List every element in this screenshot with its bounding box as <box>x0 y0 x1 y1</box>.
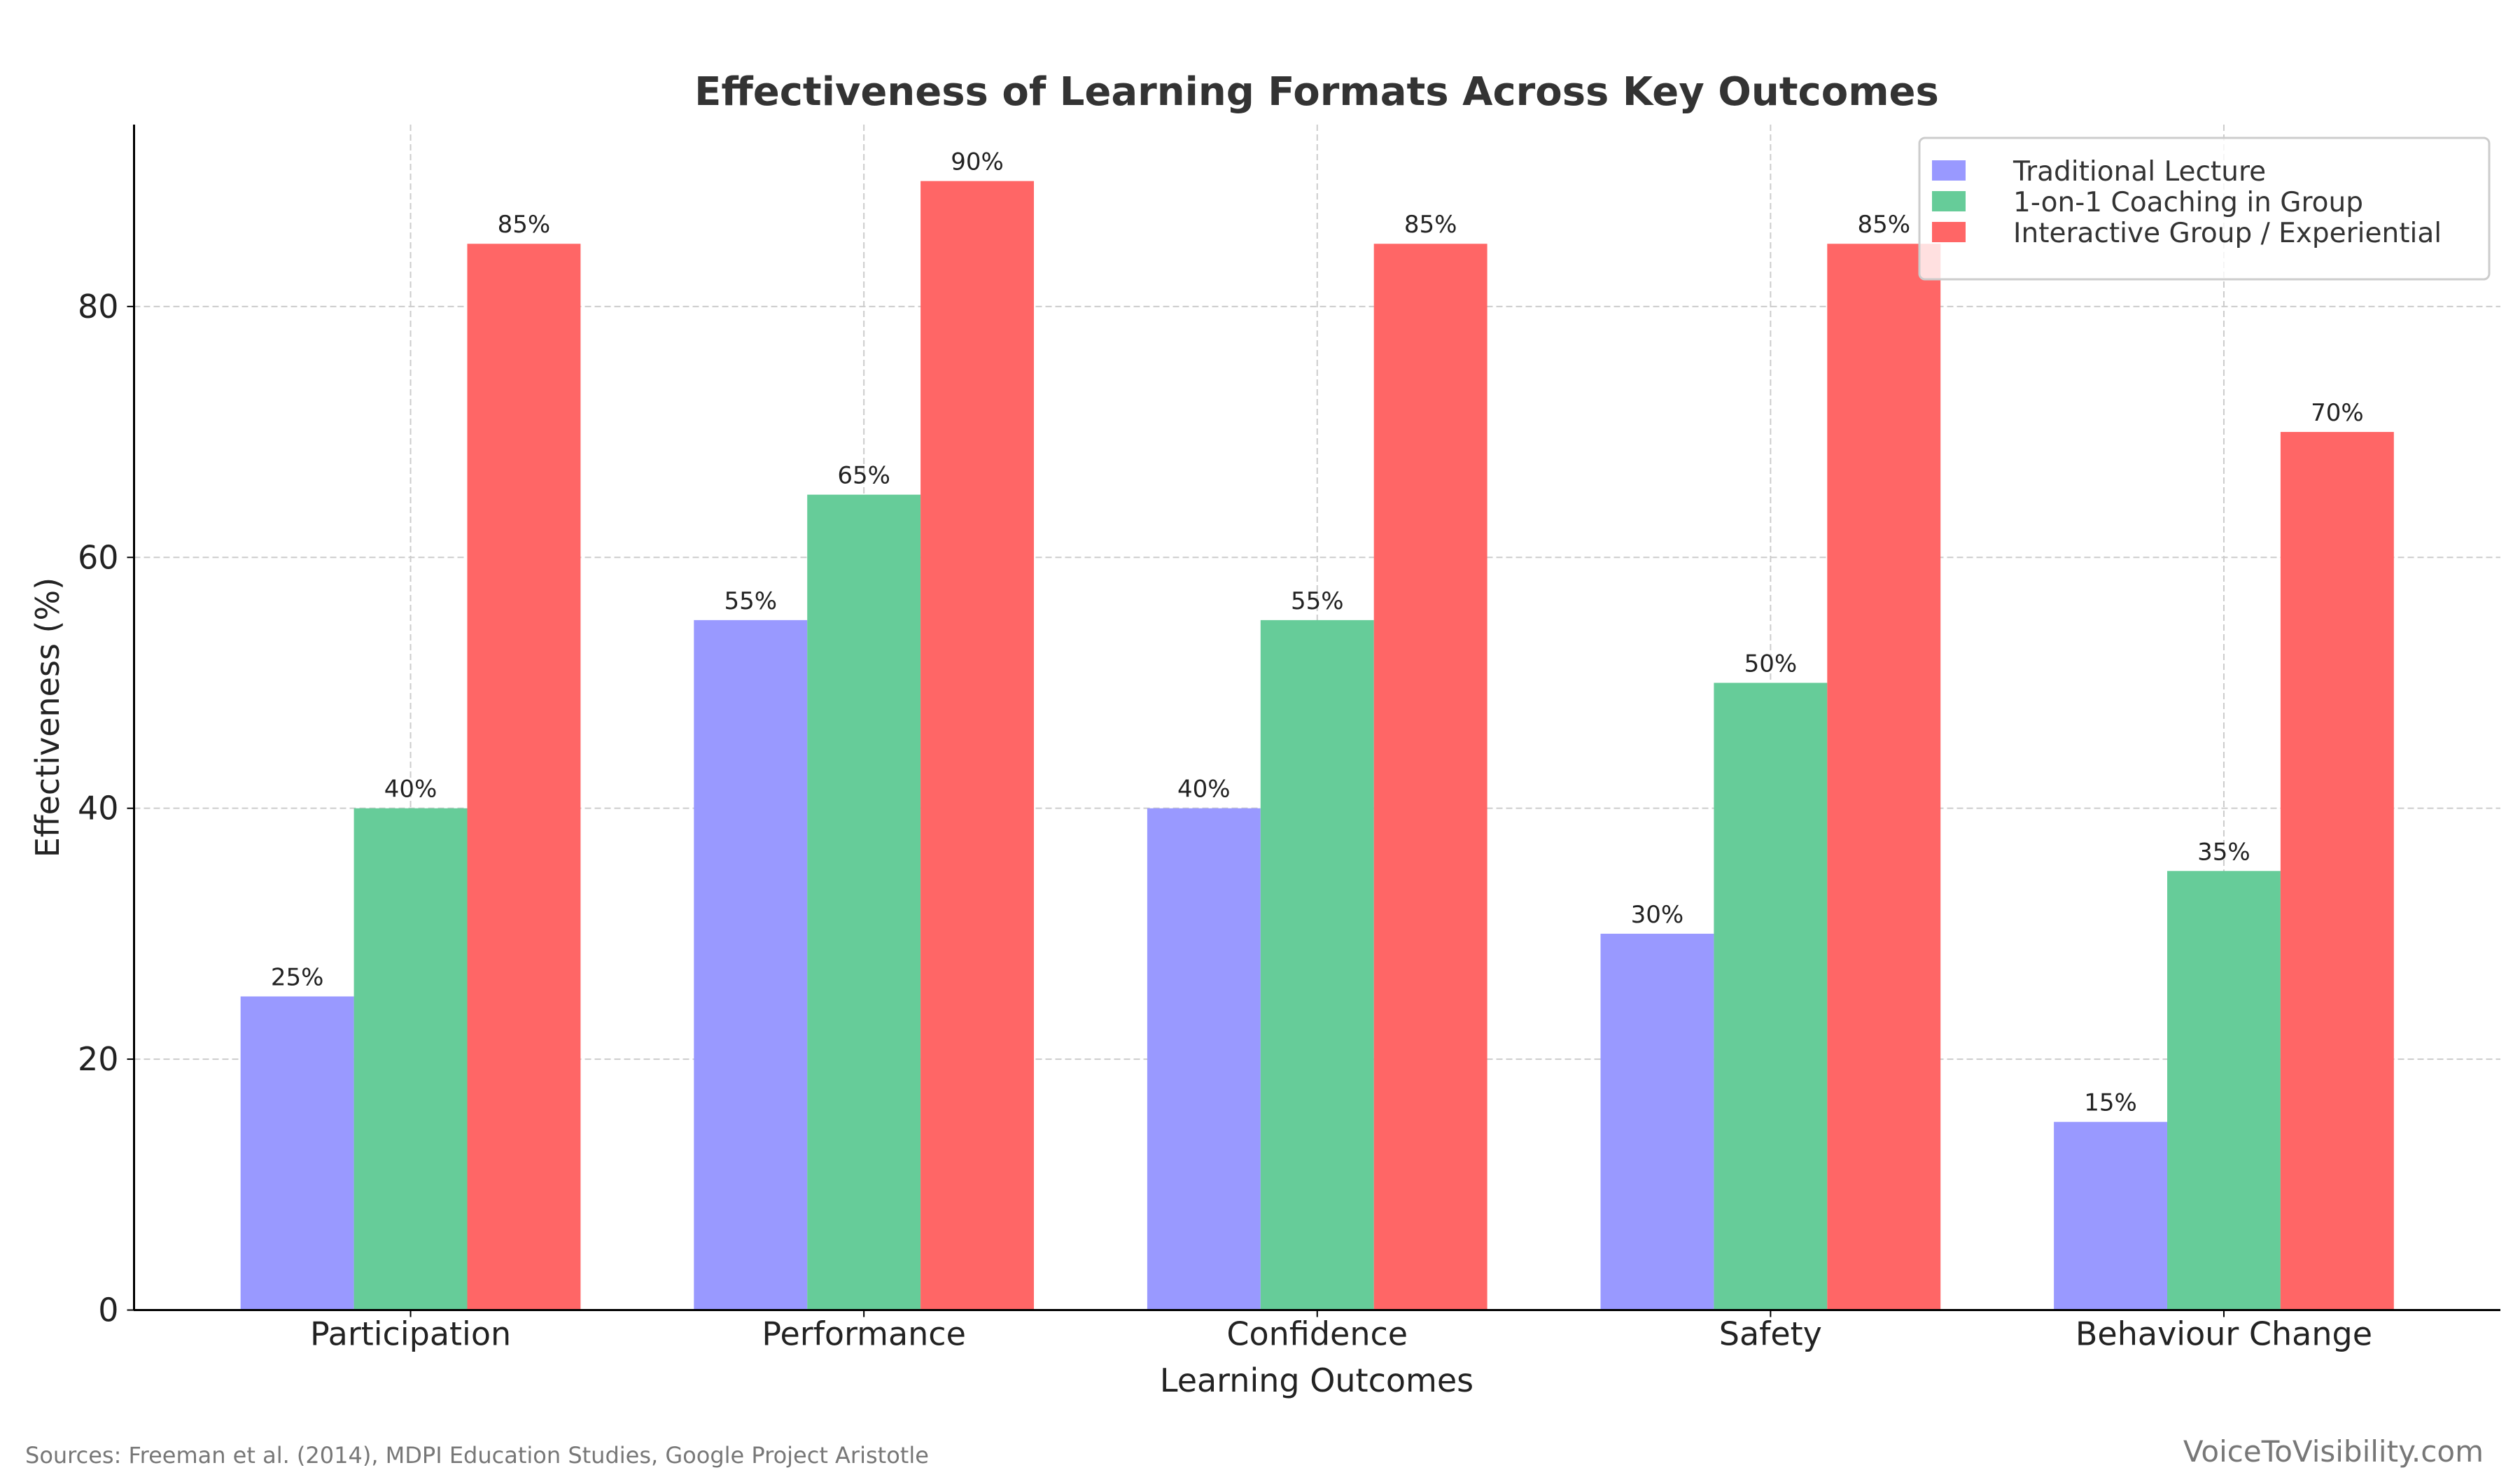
data-label: 85% <box>1857 211 1910 239</box>
x-tick-label: Confidence <box>1226 1315 1408 1353</box>
x-axis-label: Learning Outcomes <box>1160 1362 1474 1399</box>
watermark: VoiceToVisibility.com <box>2183 1434 2484 1469</box>
bar <box>694 620 808 1310</box>
data-label: 70% <box>2311 399 2364 427</box>
bar <box>467 244 581 1310</box>
legend-label: Traditional Lecture <box>2012 156 2266 188</box>
data-label: 15% <box>2084 1089 2137 1117</box>
y-axis-label: Effectiveness (%) <box>29 578 66 858</box>
data-label: 55% <box>1291 587 1344 615</box>
bar <box>1260 620 1374 1310</box>
data-label: 40% <box>1177 776 1231 804</box>
data-label: 55% <box>724 587 777 615</box>
bar <box>920 181 1034 1310</box>
y-tick-label: 0 <box>98 1292 118 1329</box>
data-label: 30% <box>1631 901 1684 929</box>
bar <box>240 996 354 1310</box>
bar <box>1827 244 1941 1310</box>
data-label: 85% <box>1404 211 1457 239</box>
x-tick-label: Performance <box>762 1315 966 1353</box>
legend-label: 1-on-1 Coaching in Group <box>2013 187 2363 218</box>
bar <box>2280 432 2394 1310</box>
legend-label: Interactive Group / Experiential <box>2013 218 2442 249</box>
bars <box>240 181 2394 1310</box>
x-tick-label: Behaviour Change <box>2076 1315 2372 1353</box>
bar <box>1600 933 1714 1310</box>
bar <box>354 808 468 1310</box>
bar <box>1373 244 1488 1310</box>
y-tick-label: 20 <box>78 1040 119 1078</box>
bar <box>2054 1121 2168 1310</box>
legend-swatch <box>1932 160 1966 181</box>
bar <box>807 494 921 1310</box>
legend-swatch <box>1932 222 1966 242</box>
data-label: 25% <box>271 963 324 991</box>
bar <box>1147 808 1261 1310</box>
x-tick-label: Participation <box>310 1315 511 1353</box>
data-label: 40% <box>384 776 438 804</box>
legend-swatch <box>1932 191 1966 211</box>
y-tick-label: 80 <box>78 288 119 326</box>
x-ticks: Participation Performance Confidence Safety… <box>310 1310 2372 1353</box>
data-label: 50% <box>1744 650 1798 678</box>
legend-box <box>1918 136 2491 281</box>
data-label: 85% <box>498 211 551 239</box>
data-labels: 25% 55% 40% 30% 15% 40% 65% 55% 50% 35% 85% 90% 85% 8… <box>271 148 2364 1117</box>
bar <box>2167 871 2281 1310</box>
data-label: 65% <box>837 462 890 490</box>
data-label: 35% <box>2197 838 2250 866</box>
chart-title: Effectiveness of Learning Formats Across… <box>694 69 1939 115</box>
data-label: 90% <box>951 148 1004 176</box>
sources-note: Sources: Freeman et al. (2014), MDPI Edu… <box>25 1442 929 1469</box>
y-tick-label: 40 <box>78 790 119 827</box>
y-tick-label: 60 <box>78 538 119 576</box>
y-ticks: 0 20 40 60 80 <box>78 288 134 1329</box>
x-tick-label: Safety <box>1719 1315 1822 1353</box>
bar <box>1714 682 1828 1310</box>
